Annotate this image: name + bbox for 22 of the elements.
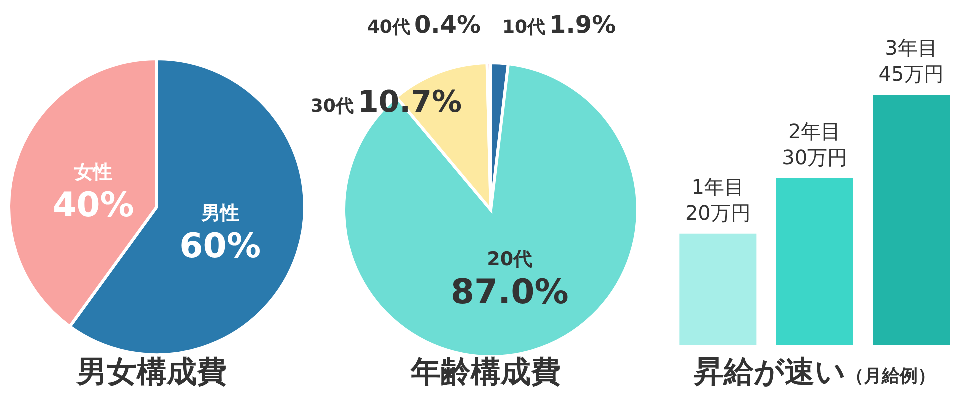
text: （月給例） (846, 366, 936, 387)
slice-label: 10代 (502, 17, 546, 38)
x-tick-label: 2年目 (788, 119, 842, 144)
slice-label: 40代 (367, 17, 410, 38)
data-label: 45万円 (878, 62, 944, 86)
data-label: 1.9% (550, 11, 616, 39)
slice-label: 男性 (200, 202, 240, 225)
data-label: 0.4% (414, 11, 481, 39)
text: 男女構成費 (76, 354, 228, 392)
text: 昇給が速い (694, 355, 846, 390)
data-label: 60% (180, 226, 262, 267)
data-label: 40% (52, 185, 134, 226)
slice-label: 女性 (74, 161, 113, 184)
x-tick-label: 1年目 (692, 174, 745, 199)
slice-label: 20代 (487, 248, 533, 270)
data-label: 87.0% (450, 272, 569, 312)
text: 年齢構成費 (411, 355, 561, 390)
slice-label: 30代 (310, 96, 354, 117)
data-label: 30万円 (782, 145, 848, 170)
x-tick-label: 3年目 (885, 36, 938, 60)
data-label: 20万円 (685, 200, 751, 225)
data-label: 10.7% (358, 84, 462, 120)
